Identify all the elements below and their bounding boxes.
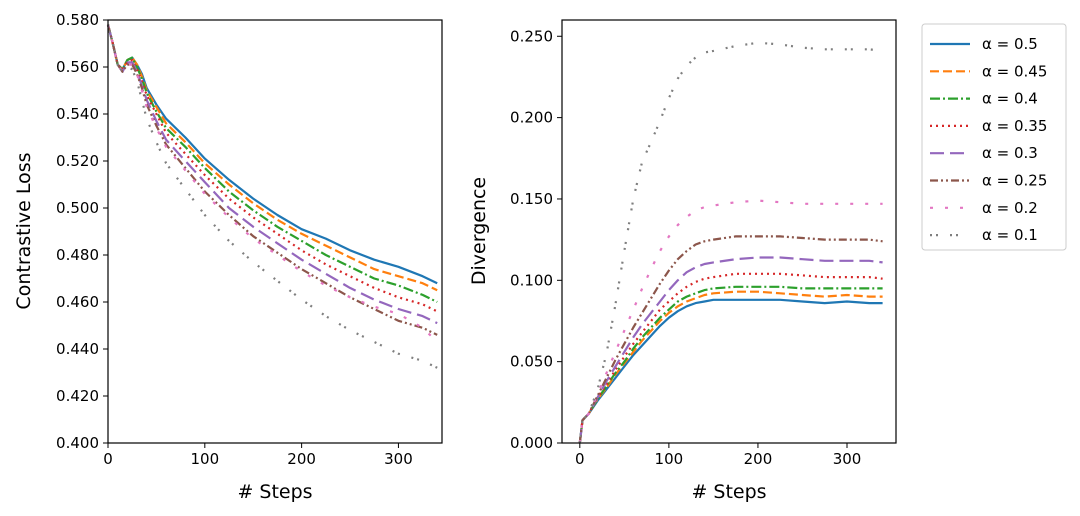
legend-label-3: α = 0.4 — [982, 90, 1038, 108]
divergence-series — [578, 41, 883, 444]
divergence-x-tick-label-3: 200 — [744, 450, 773, 468]
contrastive-loss-series-line-1 — [106, 24, 438, 285]
divergence-plot-frame — [561, 19, 897, 444]
divergence-y-tick-label-6: 0.250 — [510, 27, 553, 45]
divergence-series-line-1 — [578, 298, 883, 444]
contrastive-loss-y-tick-label-5: 0.480 — [56, 246, 99, 264]
contrastive-loss-y-tick-label-1: 0.400 — [56, 434, 99, 452]
divergence-x-axis-label: # Steps — [691, 481, 766, 503]
contrastive-loss-y-tick-label-7: 0.520 — [56, 152, 99, 170]
divergence-series-line-6 — [578, 235, 883, 444]
divergence-y-axis-label: Divergence — [468, 177, 490, 285]
divergence-chart: 0 100 200 300 0.000 0.050 0.100 0.150 0.200 0.250… — [468, 19, 897, 503]
divergence-y-tick-label-2: 0.050 — [510, 353, 553, 371]
contrastive-loss-y-axis-label: Contrastive Loss — [13, 152, 35, 309]
divergence-series-line-3 — [578, 285, 883, 444]
divergence-y-tick-label-1: 0.000 — [510, 434, 553, 452]
divergence-series-line-2 — [578, 290, 883, 444]
contrastive-loss-series-line-3 — [106, 24, 438, 303]
divergence-series-line-5 — [578, 256, 883, 444]
divergence-series-line-8 — [578, 41, 883, 444]
legend-label-8: α = 0.1 — [982, 226, 1038, 244]
divergence-y-tick-label-4: 0.150 — [510, 190, 553, 208]
legend-label-5: α = 0.3 — [982, 144, 1038, 162]
contrastive-loss-series-line-8 — [106, 24, 438, 369]
legend-entries: α = 0.5 α = 0.45 α = 0.4 α = 0.35 α = 0.3 α =… — [930, 35, 1047, 244]
contrastive-loss-y-tick-label-8: 0.540 — [56, 105, 99, 123]
legend-label-1: α = 0.5 — [982, 35, 1038, 53]
divergence-x-tick-label-1: 0 — [575, 450, 585, 468]
contrastive-loss-y-tick-label-2: 0.420 — [56, 387, 99, 405]
contrastive-loss-ticks: 0 100 200 300 0.400 0.420 0.440 0.460 0.480 0.500… — [56, 11, 413, 468]
divergence-y-tick-label-5: 0.200 — [510, 109, 553, 127]
legend-box — [921, 23, 1067, 251]
contrastive-loss-series-line-4 — [106, 24, 438, 313]
contrastive-loss-y-tick-label-9: 0.560 — [56, 58, 99, 76]
legend-label-4: α = 0.35 — [982, 117, 1047, 135]
contrastive-loss-y-tick-label-6: 0.500 — [56, 199, 99, 217]
legend-label-6: α = 0.25 — [982, 172, 1047, 190]
divergence-x-tick-label-4: 300 — [833, 450, 862, 468]
contrastive-loss-y-tick-label-3: 0.440 — [56, 340, 99, 358]
divergence-y-tick-label-3: 0.100 — [510, 271, 553, 289]
divergence-series-line-7 — [578, 199, 883, 444]
contrastive-loss-y-tick-label-4: 0.460 — [56, 293, 99, 311]
contrastive-loss-x-tick-label-2: 100 — [190, 450, 219, 468]
legend-label-7: α = 0.2 — [982, 199, 1038, 217]
contrastive-loss-x-tick-label-1: 0 — [103, 450, 113, 468]
contrastive-loss-series-line-6 — [106, 24, 438, 336]
contrastive-loss-x-tick-label-3: 200 — [287, 450, 316, 468]
contrastive-loss-y-tick-label-10: 0.580 — [56, 11, 99, 29]
divergence-series-line-4 — [578, 272, 883, 444]
contrastive-loss-plot-frame — [107, 19, 443, 444]
contrastive-loss-series — [106, 24, 438, 369]
legend: α = 0.5 α = 0.45 α = 0.4 α = 0.35 α = 0.3 α =… — [921, 23, 1067, 251]
legend-label-2: α = 0.45 — [982, 62, 1047, 80]
contrastive-loss-x-tick-label-4: 300 — [384, 450, 413, 468]
contrastive-loss-chart: 0 100 200 300 0.400 0.420 0.440 0.460 0.480 0.500… — [13, 11, 443, 503]
contrastive-loss-x-axis-label: # Steps — [237, 481, 312, 503]
contrastive-loss-series-line-7 — [106, 24, 438, 343]
divergence-x-tick-label-2: 100 — [655, 450, 684, 468]
contrastive-loss-series-line-5 — [106, 24, 438, 325]
divergence-ticks: 0 100 200 300 0.000 0.050 0.100 0.150 0.200 0.250 — [510, 27, 861, 468]
